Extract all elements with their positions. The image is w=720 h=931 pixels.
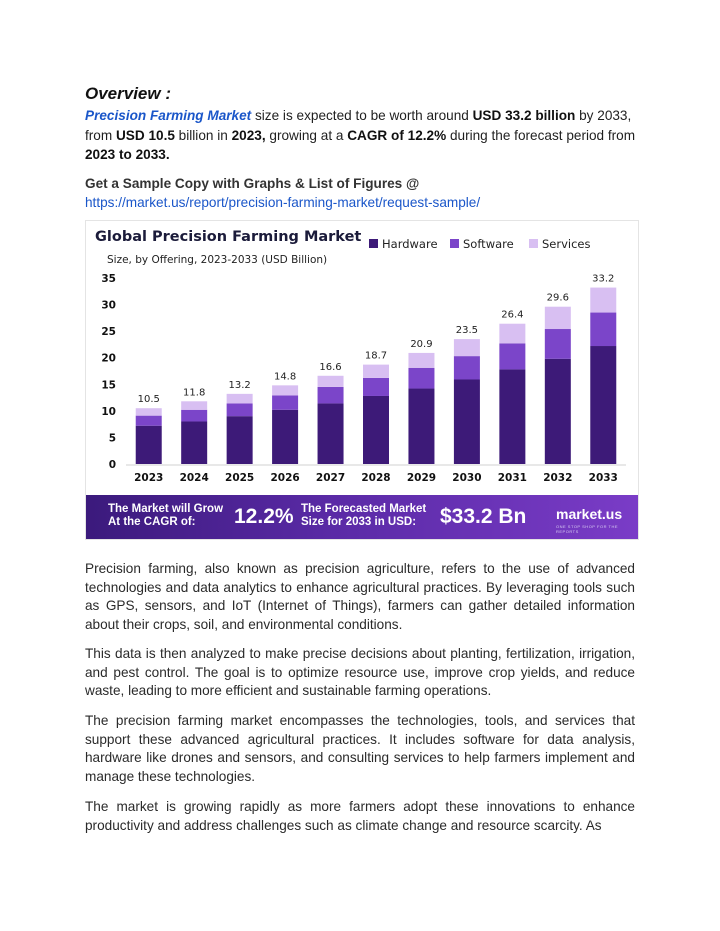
- bar-software-2023: [135, 415, 162, 426]
- bar-services-2027: [317, 375, 344, 387]
- sample-request-link[interactable]: https://market.us/report/precision-farmi…: [85, 195, 481, 210]
- paragraph-3: The precision farming market encompasses…: [85, 713, 635, 784]
- bar-hardware-2032: [544, 358, 571, 464]
- x-tick-label-2030: 2030: [452, 472, 481, 484]
- logo-tagline: ONE STOP SHOP FOR THE REPORTS: [556, 524, 618, 534]
- y-tick-label: 25: [101, 326, 116, 338]
- chart-title: Global Precision Farming Market: [95, 229, 361, 245]
- paragraph-1: Precision farming, also known as precisi…: [85, 561, 635, 632]
- paragraph-4: The market is growing rapidly as more fa…: [85, 799, 635, 833]
- bar-software-2033: [590, 312, 617, 347]
- bar-services-2032: [544, 306, 571, 330]
- bar-services-2026: [272, 385, 299, 396]
- bar-software-2025: [226, 403, 253, 417]
- y-tick-label: 35: [101, 273, 116, 285]
- data-label-2032: 29.6: [547, 293, 569, 304]
- market-name: Precision Farming Market: [85, 108, 252, 123]
- x-tick-label-2025: 2025: [225, 472, 254, 484]
- data-label-2025: 13.2: [229, 380, 251, 391]
- chart-legend: Hardware Software Services: [369, 237, 591, 251]
- bar-services-2029: [408, 352, 435, 368]
- bar-hardware-2033: [590, 346, 617, 464]
- market-infographic: Global Precision Farming Market Size, by…: [85, 220, 639, 540]
- bar-software-2026: [272, 395, 299, 410]
- bar-services-2025: [226, 393, 253, 404]
- data-label-2027: 16.6: [319, 362, 341, 373]
- data-label-2026: 14.8: [274, 371, 296, 382]
- overview-summary: Precision Farming Market size is expecte…: [85, 108, 636, 162]
- legend-swatch-services: [529, 239, 538, 248]
- legend-label-hardware: Hardware: [382, 237, 438, 251]
- x-tick-label-2029: 2029: [407, 472, 436, 484]
- x-tick-label-2032: 2032: [543, 472, 572, 484]
- y-tick-label: 15: [101, 379, 116, 391]
- y-tick-label: 10: [101, 406, 116, 418]
- market-size-2033: USD 33.2 billion: [472, 108, 576, 123]
- bar-services-2031: [499, 323, 526, 344]
- bar-hardware-2023: [135, 425, 162, 464]
- market-us-logo: market.us: [556, 506, 623, 522]
- data-label-2024: 11.8: [183, 387, 205, 398]
- overview-heading: Overview :: [85, 84, 171, 103]
- legend-swatch-software: [450, 239, 459, 248]
- cagr-value: 12.2%: [234, 505, 294, 528]
- data-label-2028: 18.7: [365, 351, 387, 362]
- summary-banner: The Market will Grow At the CAGR of: 12.…: [86, 495, 638, 539]
- x-tick-label-2027: 2027: [316, 472, 345, 484]
- bar-hardware-2027: [317, 403, 344, 464]
- bar-software-2024: [181, 409, 208, 422]
- bar-software-2028: [363, 377, 389, 396]
- data-label-2030: 23.5: [456, 325, 478, 336]
- x-tick-label-2028: 2028: [361, 472, 390, 484]
- legend-label-software: Software: [463, 237, 514, 251]
- data-label-2031: 26.4: [501, 310, 523, 321]
- x-tick-label-2026: 2026: [270, 472, 299, 484]
- bar-software-2032: [544, 329, 571, 359]
- bar-software-2030: [453, 356, 480, 380]
- bar-services-2028: [363, 364, 389, 378]
- cagr-text: CAGR of 12.2%: [347, 127, 447, 143]
- bar-services-2030: [453, 339, 480, 357]
- bar-services-2023: [135, 408, 162, 416]
- bar-hardware-2030: [453, 379, 480, 464]
- y-tick-label: 30: [101, 300, 116, 312]
- base-year: 2023,: [231, 127, 266, 143]
- data-label-2029: 20.9: [410, 339, 432, 350]
- bar-software-2031: [499, 343, 526, 370]
- x-tick-label-2033: 2033: [589, 472, 618, 484]
- forecast-value: $33.2 Bn: [440, 505, 527, 528]
- x-tick-label-2024: 2024: [180, 472, 209, 484]
- y-axis: 0 5 10 15 20 25 30 35: [101, 273, 116, 471]
- x-tick-label-2023: 2023: [134, 472, 163, 484]
- legend-swatch-hardware: [369, 239, 378, 248]
- bar-software-2027: [317, 386, 344, 404]
- bar-hardware-2026: [272, 409, 299, 464]
- chart-subtitle: Size, by Offering, 2023-2033 (USD Billio…: [107, 254, 327, 266]
- bar-services-2033: [590, 287, 617, 313]
- bars-group: 10.5 11.8 13.2 14.8 16.6 18.7 20.9 23.5 26.4 29.6…: [135, 274, 617, 464]
- bar-hardware-2029: [408, 388, 435, 464]
- y-tick-label: 20: [101, 353, 116, 365]
- data-label-2023: 10.5: [138, 394, 160, 405]
- forecast-period: 2023 to 2033.: [85, 147, 170, 162]
- y-tick-label: 5: [109, 432, 116, 444]
- bar-hardware-2028: [363, 395, 389, 464]
- bar-services-2024: [181, 401, 208, 410]
- market-size-2023: USD 10.5: [115, 127, 175, 143]
- data-label-2033: 33.2: [592, 274, 614, 285]
- bar-hardware-2025: [226, 416, 253, 464]
- legend-label-services: Services: [542, 237, 591, 251]
- stacked-bar-chart: Global Precision Farming Market Size, by…: [95, 229, 626, 484]
- paragraph-2: This data is then analyzed to make preci…: [85, 646, 635, 698]
- bar-hardware-2024: [181, 421, 208, 464]
- forecast-label: The Forecasted Market Size for 2033 in U…: [301, 503, 427, 528]
- sample-copy-heading: Get a Sample Copy with Graphs & List of …: [85, 176, 420, 191]
- x-tick-label-2031: 2031: [498, 472, 527, 484]
- bar-hardware-2031: [499, 369, 526, 464]
- bar-software-2029: [408, 367, 435, 389]
- x-axis: 2023 2024 2025 2026 2027 2028 2029 2030 2031 2032…: [126, 464, 626, 484]
- cagr-label: The Market will Grow At the CAGR of:: [108, 503, 224, 528]
- y-tick-label: 0: [109, 459, 116, 471]
